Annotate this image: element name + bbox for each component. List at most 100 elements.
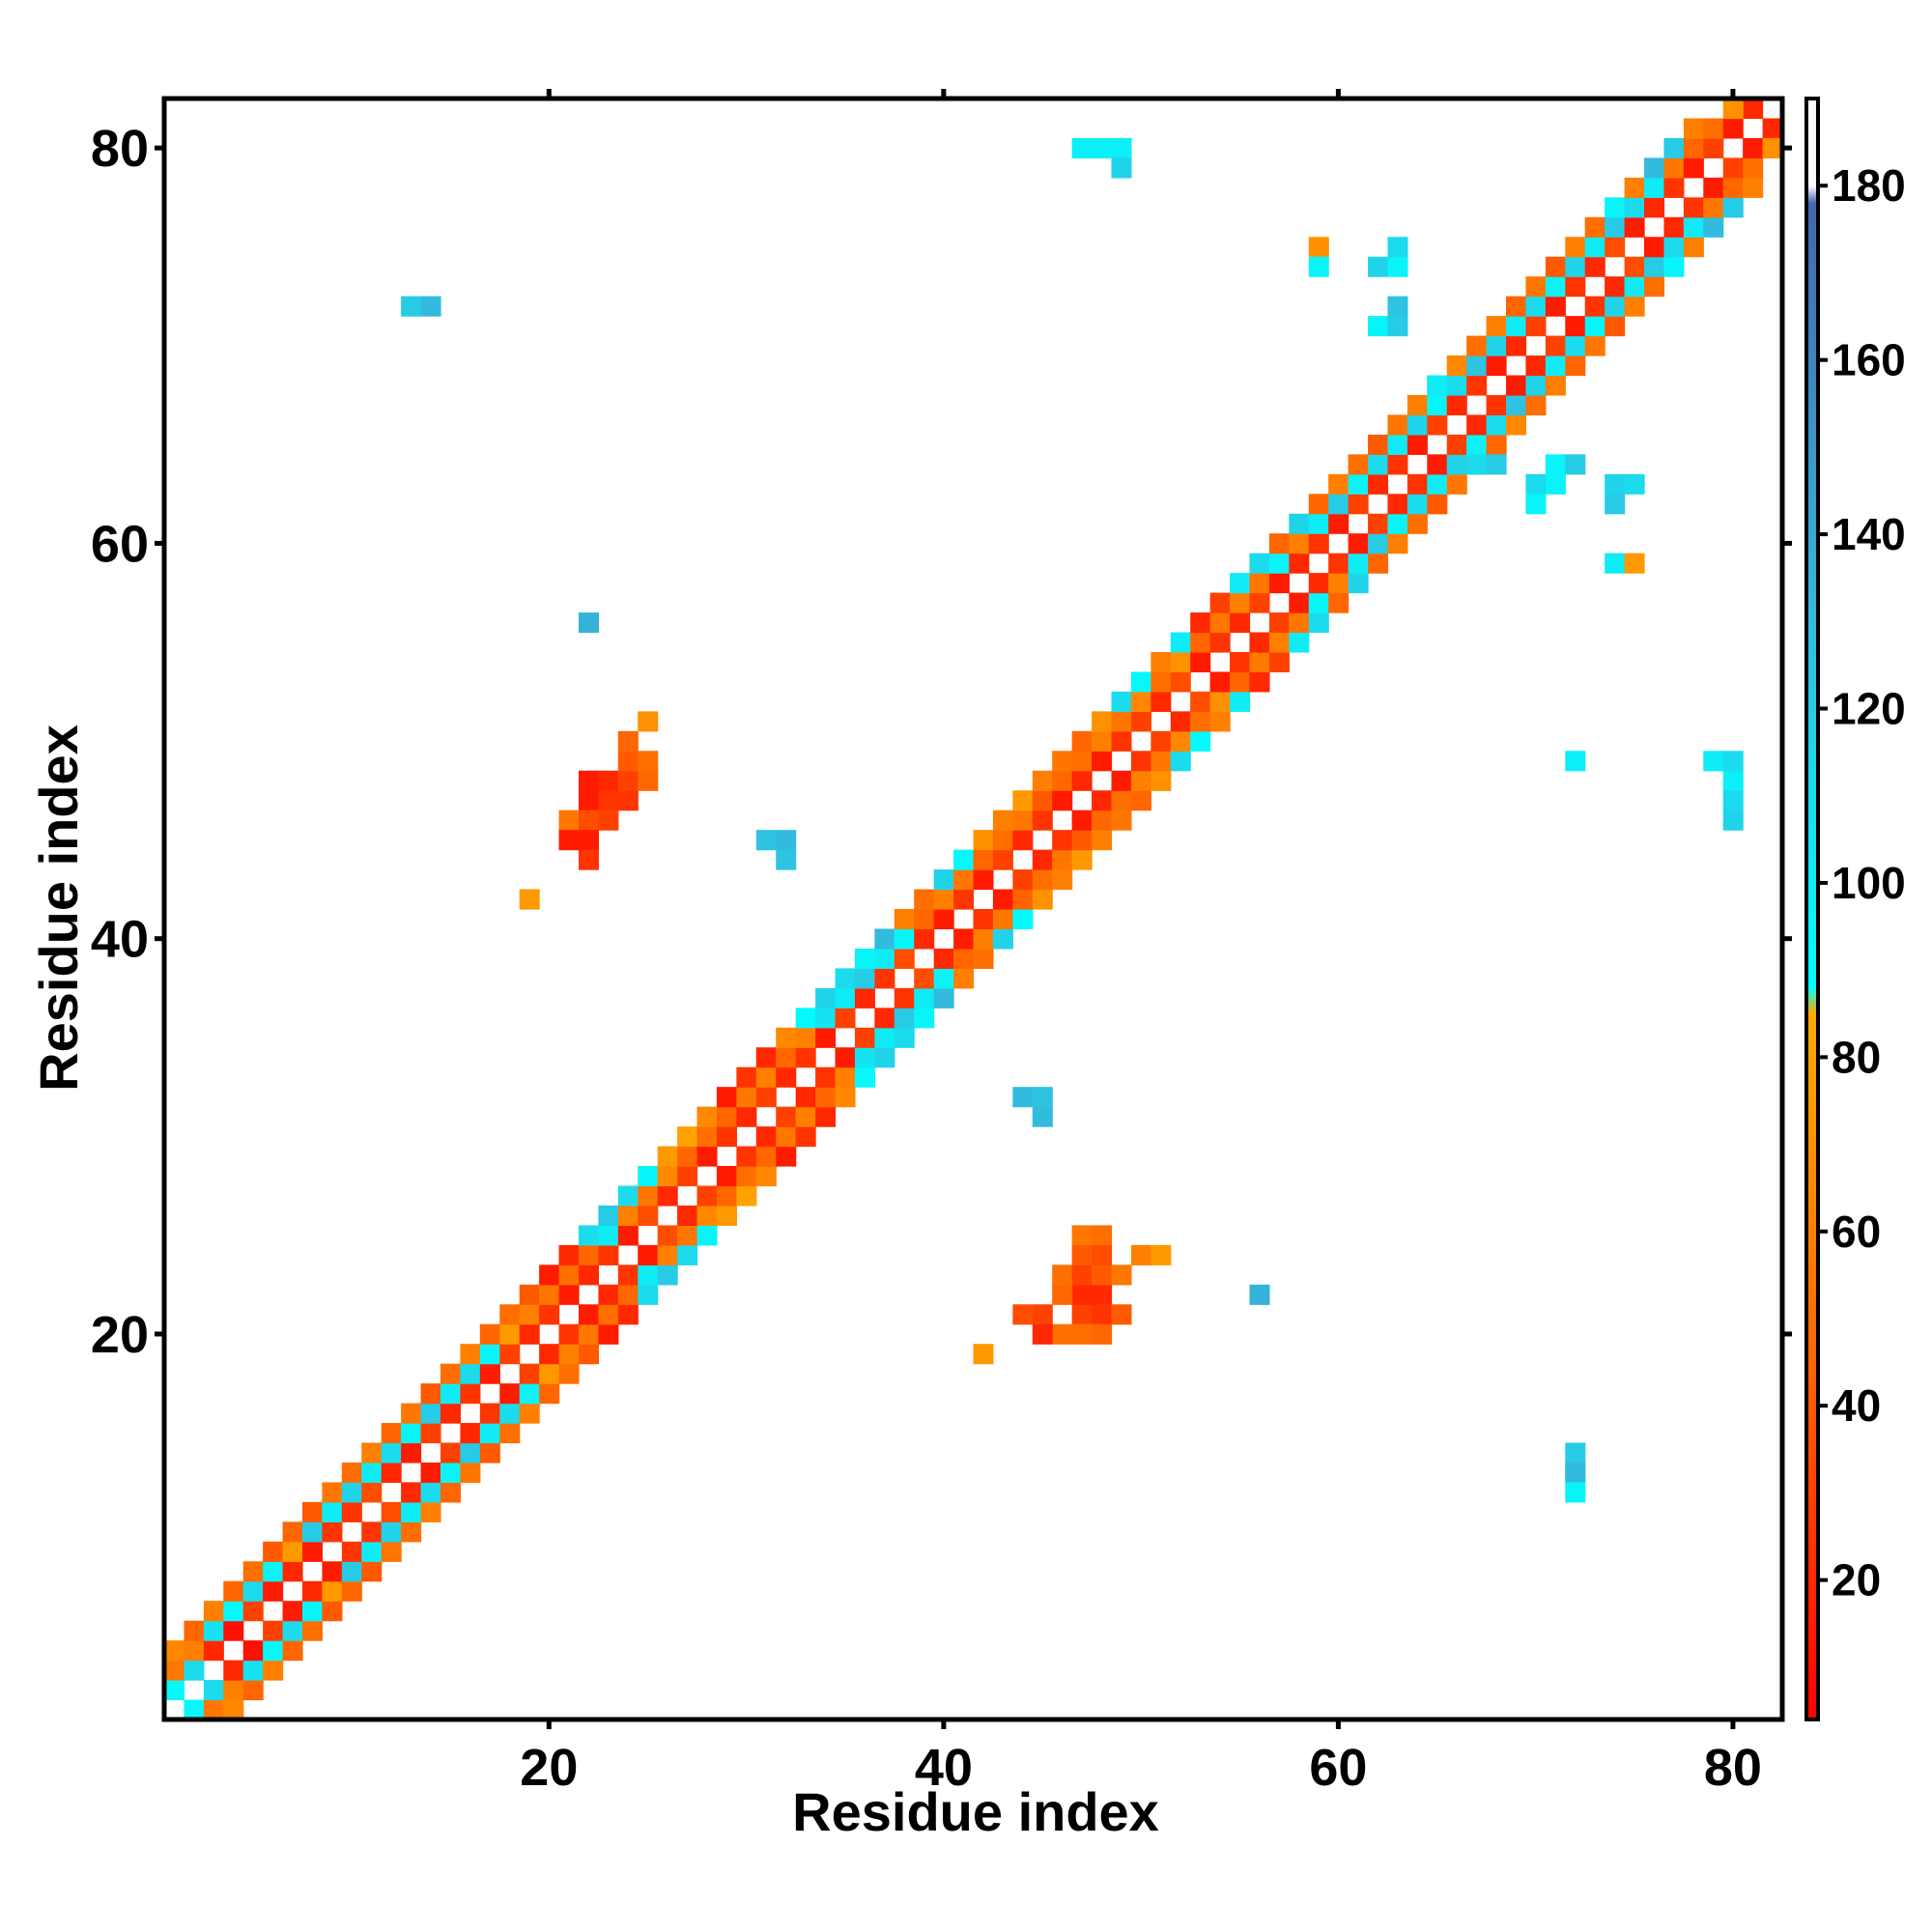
heatmap-cell	[381, 1501, 402, 1522]
heatmap-cell	[1032, 810, 1053, 831]
heatmap-cell	[1151, 770, 1172, 791]
heatmap-cell	[638, 1205, 659, 1227]
heatmap-cell	[1446, 375, 1467, 396]
heatmap-cell	[1743, 177, 1764, 198]
heatmap-cell	[617, 1185, 639, 1207]
heatmap-cell	[499, 1304, 521, 1325]
heatmap-cell	[1545, 473, 1566, 495]
heatmap-cell	[638, 770, 659, 791]
heatmap-cell	[617, 730, 639, 752]
heatmap-cell	[519, 1363, 540, 1384]
heatmap-cell	[223, 1660, 244, 1681]
heatmap-cell	[1387, 296, 1408, 317]
heatmap-cell	[1052, 790, 1073, 811]
heatmap-cell	[914, 928, 935, 950]
heatmap-cell	[361, 1482, 383, 1503]
heatmap-cell	[1268, 573, 1290, 594]
heatmap-cell	[677, 1244, 698, 1265]
x-tick-label: 60	[1309, 1739, 1367, 1797]
heatmap-cell	[322, 1580, 343, 1602]
heatmap-cell	[263, 1620, 284, 1641]
heatmap-cell	[1170, 651, 1191, 673]
heatmap-cell	[1545, 454, 1566, 475]
heatmap-cell	[1328, 473, 1350, 495]
heatmap-cell	[1506, 316, 1527, 337]
heatmap-cell	[598, 1323, 619, 1345]
heatmap-cell	[617, 1284, 639, 1305]
heatmap-cell	[1151, 671, 1172, 693]
heatmap-cell	[558, 830, 580, 851]
heatmap-cell	[854, 948, 875, 969]
heatmap-cell	[1111, 691, 1132, 712]
heatmap-cell	[242, 1640, 264, 1662]
heatmap-cell	[874, 1047, 895, 1068]
heatmap-cell	[1624, 473, 1645, 495]
heatmap-cell	[1722, 810, 1744, 831]
heatmap-cell	[815, 1087, 837, 1108]
heatmap-cell	[1092, 810, 1113, 831]
heatmap-cell	[203, 1620, 224, 1641]
heatmap-cell	[1387, 316, 1408, 337]
heatmap-cell	[1565, 751, 1586, 772]
heatmap-cell	[1308, 237, 1329, 258]
heatmap-cell	[164, 1640, 185, 1662]
colorbar-tick-label: 180	[1832, 160, 1906, 211]
heatmap-cell	[1644, 276, 1665, 298]
heatmap-cell	[835, 1047, 856, 1068]
heatmap-cell	[242, 1580, 264, 1602]
heatmap-cell	[1230, 592, 1251, 613]
heatmap-cell	[657, 1185, 678, 1207]
heatmap-cell	[1565, 237, 1586, 258]
heatmap-cell	[263, 1660, 284, 1681]
heatmap-cell	[1190, 651, 1211, 673]
heatmap-cell	[1624, 197, 1645, 218]
heatmap-cell	[1644, 157, 1665, 179]
heatmap-cell	[1151, 730, 1172, 752]
heatmap-cell	[1190, 730, 1211, 752]
heatmap-cell	[420, 296, 441, 317]
heatmap-cell	[1308, 592, 1329, 613]
heatmap-cell	[519, 1403, 540, 1424]
heatmap-cell	[795, 1087, 816, 1108]
heatmap-cell	[1387, 237, 1408, 258]
heatmap-cell	[1406, 434, 1428, 455]
heatmap-cell	[835, 1008, 856, 1029]
heatmap-cell	[1071, 849, 1093, 870]
heatmap-cell	[1151, 691, 1172, 712]
heatmap-cell	[401, 1442, 422, 1463]
heatmap-cell	[953, 948, 975, 969]
heatmap-cell	[1565, 1462, 1586, 1484]
heatmap-cell	[933, 889, 954, 910]
heatmap-cell	[1092, 137, 1113, 158]
heatmap-cell	[1012, 810, 1034, 831]
heatmap-cell	[558, 1323, 580, 1345]
heatmap-cell	[539, 1344, 560, 1365]
heatmap-cell	[1683, 118, 1704, 139]
heatmap-cell	[815, 1027, 837, 1048]
heatmap-cell	[1071, 1244, 1093, 1265]
heatmap-cell	[1703, 118, 1724, 139]
y-tick-label: 60	[91, 515, 149, 573]
heatmap-cell	[696, 1106, 718, 1127]
heatmap-cell	[164, 1660, 185, 1681]
heatmap-cell	[736, 1166, 757, 1187]
heatmap-cell	[1308, 494, 1329, 515]
heatmap-cell	[1052, 1264, 1073, 1286]
heatmap-cell	[1052, 770, 1073, 791]
heatmap-cell	[1348, 573, 1369, 594]
heatmap-cell	[203, 1699, 224, 1720]
heatmap-cell	[914, 889, 935, 910]
heatmap-cell	[1012, 1087, 1034, 1108]
heatmap-cell	[381, 1462, 402, 1484]
heatmap-cell	[1012, 889, 1034, 910]
heatmap-cell	[1308, 513, 1329, 534]
heatmap-cell	[1703, 177, 1724, 198]
heatmap-cell	[578, 612, 599, 634]
heatmap-cell	[1328, 573, 1350, 594]
heatmap-cell	[381, 1442, 402, 1463]
heatmap-cell	[578, 849, 599, 870]
heatmap-cell	[1032, 770, 1053, 791]
heatmap-cell	[1052, 849, 1073, 870]
heatmap-cell	[401, 1521, 422, 1543]
